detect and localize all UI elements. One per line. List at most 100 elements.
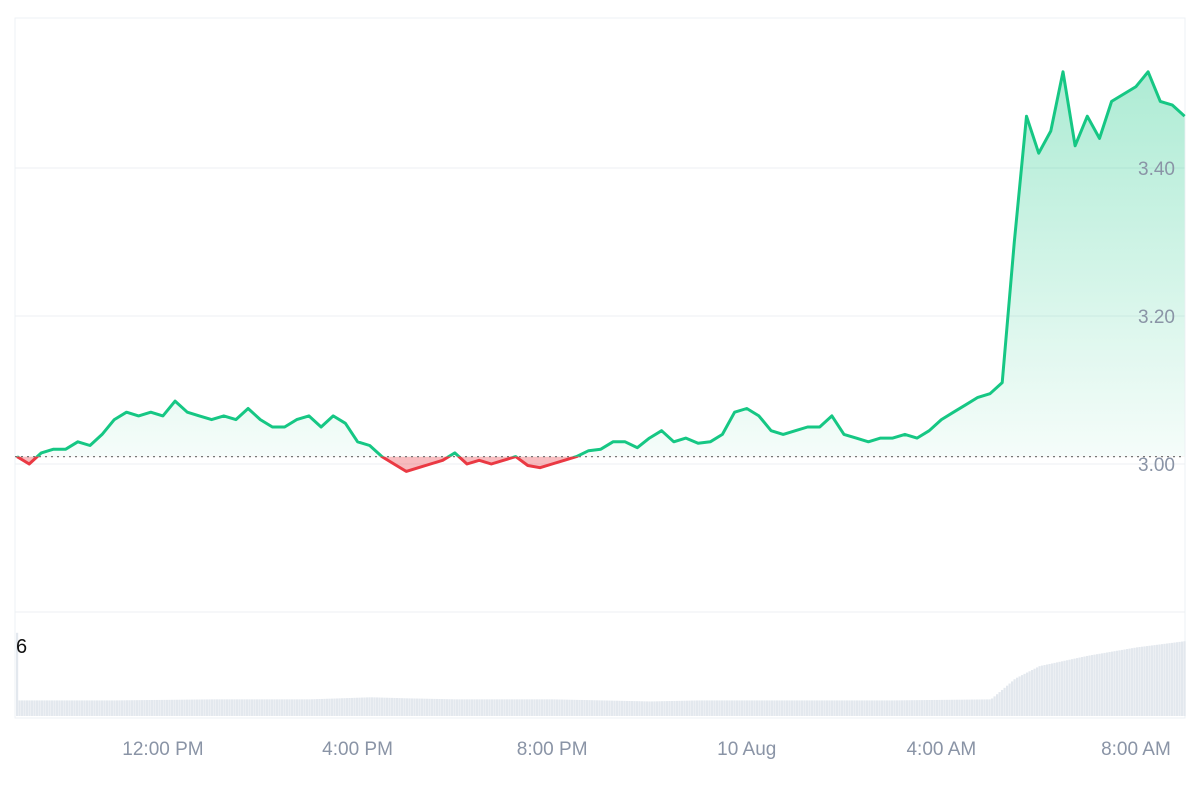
volume-bar (1081, 657, 1084, 716)
volume-bar (28, 700, 31, 716)
volume-bar (58, 700, 61, 716)
volume-bar (1001, 689, 1004, 716)
volume-bar (356, 697, 359, 716)
volume-bar (823, 700, 826, 716)
volume-bar (966, 699, 969, 716)
volume-bar (633, 701, 636, 716)
volume-bar (568, 699, 571, 716)
volume-bar (791, 700, 794, 716)
volume-bar (496, 699, 499, 716)
volume-bar (906, 700, 909, 716)
volume-bar (731, 700, 734, 716)
volume-bar (816, 700, 819, 716)
volume-bar (183, 699, 186, 716)
volume-bar (26, 700, 29, 716)
volume-bar (133, 700, 136, 716)
volume-bar (798, 700, 801, 716)
volume-bar (293, 699, 296, 716)
volume-bar (283, 699, 286, 716)
volume-bar (873, 700, 876, 716)
volume-bar (1133, 647, 1136, 716)
volume-bar (396, 698, 399, 716)
volume-bar (891, 700, 894, 716)
volume-bar (636, 701, 639, 716)
volume-bar (273, 699, 276, 716)
volume-bar (663, 701, 666, 716)
volume-bar (1093, 654, 1096, 716)
volume-bar (256, 699, 259, 716)
volume-bar (31, 700, 34, 716)
volume-bar (931, 699, 934, 716)
volume-bar (446, 699, 449, 716)
volume-bar (16, 632, 19, 716)
volume-bar (758, 700, 761, 716)
volume-bar (948, 699, 951, 716)
volume-bar (101, 700, 104, 716)
volume-bar (76, 700, 79, 716)
volume-bar (296, 699, 299, 716)
volume-bar (38, 700, 41, 716)
volume-bar (976, 699, 979, 716)
volume-bar (216, 699, 219, 716)
y-tick-label: 3.20 (1138, 307, 1175, 328)
volume-bar (426, 698, 429, 716)
volume-bar (1023, 673, 1026, 716)
volume-bar (776, 700, 779, 716)
volume-bar (368, 697, 371, 716)
volume-bar (818, 700, 821, 716)
volume-bar (936, 699, 939, 716)
volume-bar (146, 700, 149, 716)
volume-bar (1176, 642, 1179, 716)
volume-bar (1151, 645, 1154, 716)
volume-bar (108, 700, 111, 716)
volume-bar (683, 700, 686, 716)
volume-bar (926, 700, 929, 716)
volume-bar (246, 699, 249, 716)
volume-bar (1003, 687, 1006, 716)
volume-bar (121, 700, 124, 716)
volume-bar (673, 700, 676, 716)
volume-bar (543, 699, 546, 716)
volume-bar (941, 699, 944, 716)
price-line-above (16, 70, 1186, 457)
volume-bar (958, 699, 961, 716)
volume-bar (321, 698, 324, 716)
volume-bar (226, 699, 229, 716)
volume-bar (1036, 667, 1039, 716)
volume-bar (656, 701, 659, 716)
volume-bar (268, 699, 271, 716)
volume-bar (458, 699, 461, 716)
volume-bar (813, 700, 816, 716)
volume-bar (191, 699, 194, 716)
volume-bar (631, 701, 634, 716)
volume-bar (723, 700, 726, 716)
volume-bar (1101, 653, 1104, 716)
volume-bar (463, 699, 466, 716)
volume-bar (911, 700, 914, 716)
volume-bar (56, 700, 59, 716)
volume-bar (371, 697, 374, 716)
volume-bar (1143, 646, 1146, 716)
volume-bar (1041, 665, 1044, 716)
volume-bar (33, 700, 36, 716)
volume-bar (503, 699, 506, 716)
volume-bar (728, 700, 731, 716)
volume-bar (833, 700, 836, 716)
volume-bar (578, 699, 581, 716)
volume-bar (666, 701, 669, 716)
volume-bar (556, 699, 559, 716)
volume-bar (963, 699, 966, 716)
volume-bar (1123, 649, 1126, 716)
volume-bar (1156, 644, 1159, 716)
volume-bar (1046, 664, 1049, 716)
volume-bar (603, 700, 606, 716)
volume-bar (1146, 646, 1149, 716)
volume-bar (713, 700, 716, 716)
volume-bar (943, 699, 946, 716)
volume-bar (163, 699, 166, 716)
volume-bar (766, 700, 769, 716)
volume-bar (848, 700, 851, 716)
volume-bar (223, 699, 226, 716)
volume-bar (688, 700, 691, 716)
volume-bar (1108, 652, 1111, 716)
